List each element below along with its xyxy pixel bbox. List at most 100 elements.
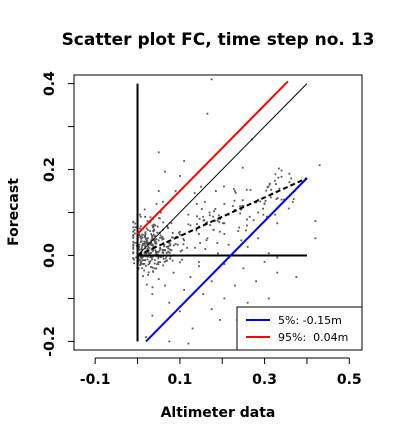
legend-box xyxy=(236,306,363,351)
data-point xyxy=(164,284,166,287)
data-point xyxy=(163,245,165,248)
data-point xyxy=(166,259,169,262)
data-point xyxy=(172,244,175,247)
data-point xyxy=(154,249,157,252)
data-point xyxy=(132,236,135,238)
data-point xyxy=(238,226,241,229)
data-point xyxy=(209,224,211,226)
y-tick-label: 0.2 xyxy=(42,157,58,182)
data-point xyxy=(152,244,154,247)
data-point xyxy=(146,220,149,222)
data-point xyxy=(288,172,291,175)
data-point xyxy=(151,293,154,296)
data-point xyxy=(133,232,136,235)
data-point xyxy=(162,200,164,203)
data-point xyxy=(145,336,147,339)
data-point xyxy=(132,226,135,229)
data-point xyxy=(149,241,152,244)
data-point xyxy=(144,232,147,235)
data-point xyxy=(292,198,295,200)
data-point xyxy=(168,244,171,247)
data-point xyxy=(141,255,144,258)
data-point xyxy=(155,238,158,241)
data-point xyxy=(222,222,224,225)
data-point xyxy=(199,242,202,244)
data-point xyxy=(262,207,264,210)
data-point xyxy=(219,218,222,220)
data-point xyxy=(138,245,141,248)
data-point xyxy=(217,252,219,255)
data-point xyxy=(162,257,165,260)
data-point xyxy=(132,241,135,243)
x-tick-label: -0.1 xyxy=(80,372,111,388)
x-axis-label: Altimeter data xyxy=(161,405,276,421)
data-point xyxy=(210,78,213,81)
data-point xyxy=(147,246,150,248)
data-point xyxy=(246,224,248,227)
data-point xyxy=(151,266,154,269)
data-point xyxy=(189,224,192,227)
data-point xyxy=(161,249,164,252)
data-point xyxy=(153,259,156,262)
data-point xyxy=(202,293,205,296)
data-point xyxy=(241,166,244,169)
data-point xyxy=(147,237,150,240)
data-point xyxy=(274,179,276,182)
data-point xyxy=(154,224,157,227)
data-point xyxy=(145,240,147,243)
data-point xyxy=(183,288,186,291)
data-point xyxy=(202,219,205,222)
data-point xyxy=(183,160,186,162)
data-point xyxy=(264,200,267,202)
data-point xyxy=(146,240,149,243)
data-point xyxy=(262,213,265,216)
data-point xyxy=(148,253,151,256)
data-point xyxy=(168,340,171,343)
data-point xyxy=(140,261,143,263)
data-point xyxy=(169,249,172,252)
data-point xyxy=(148,247,151,249)
data-point xyxy=(216,219,219,222)
data-point xyxy=(290,177,293,180)
data-point xyxy=(140,251,143,254)
data-point xyxy=(239,205,241,208)
data-point xyxy=(149,252,152,255)
data-point xyxy=(204,222,207,225)
data-point xyxy=(213,210,215,213)
data-point xyxy=(151,243,154,246)
data-point xyxy=(245,229,247,232)
data-point xyxy=(274,173,277,176)
data-point xyxy=(265,189,268,192)
data-point xyxy=(144,236,146,239)
data-point xyxy=(218,214,220,217)
data-point xyxy=(146,237,148,240)
data-point xyxy=(174,190,177,192)
data-point xyxy=(191,327,194,330)
data-point xyxy=(151,226,154,229)
data-point xyxy=(156,263,159,266)
data-point xyxy=(156,231,159,234)
data-point xyxy=(163,243,166,246)
data-point xyxy=(144,234,147,236)
data-point xyxy=(153,228,155,231)
data-point xyxy=(155,267,158,270)
data-point xyxy=(141,259,144,262)
data-point xyxy=(195,203,198,205)
data-point xyxy=(144,252,147,255)
data-point xyxy=(246,245,249,248)
data-point xyxy=(314,237,317,240)
data-point xyxy=(145,242,148,245)
data-point xyxy=(145,241,148,244)
data-point xyxy=(167,245,170,248)
data-point xyxy=(137,247,140,250)
data-point xyxy=(139,256,142,258)
data-point xyxy=(242,267,245,270)
data-point xyxy=(133,241,136,244)
data-point xyxy=(196,223,198,225)
data-point xyxy=(288,181,291,184)
data-point xyxy=(147,242,150,244)
data-point xyxy=(143,208,146,211)
data-point xyxy=(212,215,215,218)
data-point xyxy=(141,248,143,251)
data-point xyxy=(145,264,147,267)
